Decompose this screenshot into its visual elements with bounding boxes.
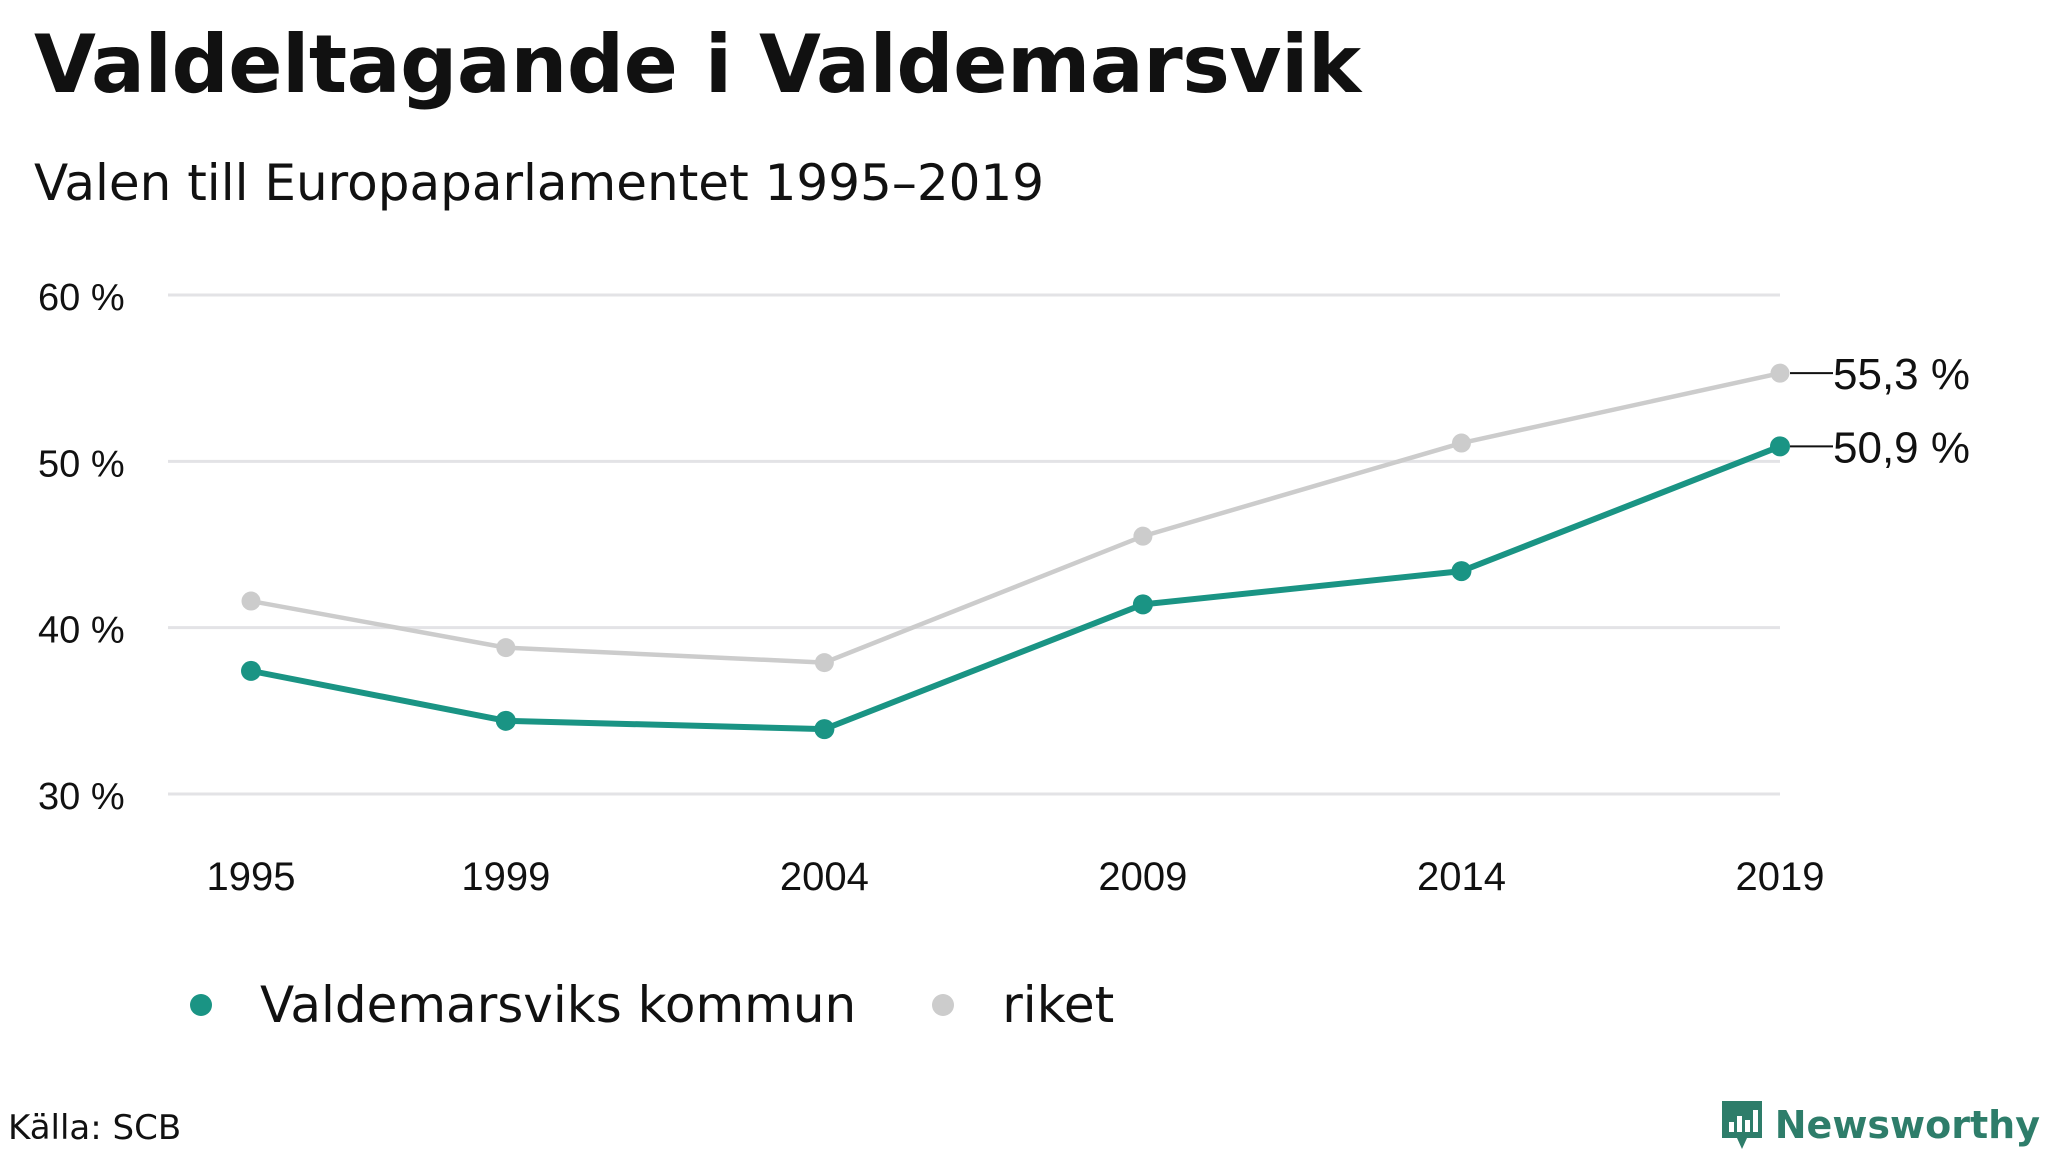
brand-name: Newsworthy [1774, 1103, 2040, 1147]
data-point-valdemarsvik [814, 719, 835, 740]
data-point-riket [1451, 433, 1471, 453]
data-point-riket [241, 591, 261, 611]
chart-title: Valdeltagande i Valdemarsvik [34, 18, 1361, 111]
legend-label-riket: riket [1002, 976, 1115, 1034]
legend-marker-riket [932, 994, 955, 1016]
data-point-riket [1770, 363, 1790, 383]
newsworthy-logo-icon [1721, 1101, 1762, 1149]
x-tick-label: 2014 [1417, 855, 1506, 899]
y-tick-label: 30 % [38, 776, 125, 818]
legend-marker-valdemarsvik [190, 994, 212, 1016]
data-point-valdemarsvik [1132, 594, 1153, 615]
end-label-valdemarsvik: 50,9 % [1833, 423, 1970, 472]
x-tick-label: 2004 [780, 855, 869, 899]
data-point-riket [496, 638, 516, 658]
y-tick-label: 60 % [38, 277, 125, 319]
source-note: Källa: SCB [8, 1108, 182, 1148]
y-tick-label: 40 % [38, 610, 125, 652]
end-label-riket: 55,3 % [1833, 350, 1970, 399]
brand-logo: Newsworthy [1719, 1098, 2040, 1152]
data-point-valdemarsvik [241, 660, 261, 681]
x-tick-label: 2009 [1098, 855, 1187, 899]
series-line-valdemarsvik [250, 443, 1782, 733]
legend-item-riket: riket [932, 976, 1114, 1034]
data-point-valdemarsvik [495, 710, 516, 731]
y-tick-label: 50 % [38, 443, 125, 485]
data-point-riket [1133, 526, 1153, 546]
x-tick-label: 1995 [207, 855, 296, 899]
data-point-riket [814, 653, 834, 673]
legend-label-valdemarsvik: Valdemarsviks kommun [260, 976, 857, 1034]
x-tick-label: 1999 [461, 855, 550, 899]
data-point-valdemarsvik [1770, 436, 1790, 457]
series-line-riket [250, 370, 1781, 665]
line-chart: 30 % 40 % 50 % 60 % 1995 1999 2004 2009 2014 2019… [38, 277, 1970, 899]
legend: Valdemarsviks kommun riket [190, 976, 1190, 1034]
legend-item-valdemarsvik: Valdemarsviks kommun [190, 976, 856, 1034]
x-tick-label: 2019 [1736, 855, 1825, 899]
data-point-valdemarsvik [1451, 561, 1472, 582]
chart-subtitle: Valen till Europaparlamentet 1995–2019 [34, 154, 1045, 212]
